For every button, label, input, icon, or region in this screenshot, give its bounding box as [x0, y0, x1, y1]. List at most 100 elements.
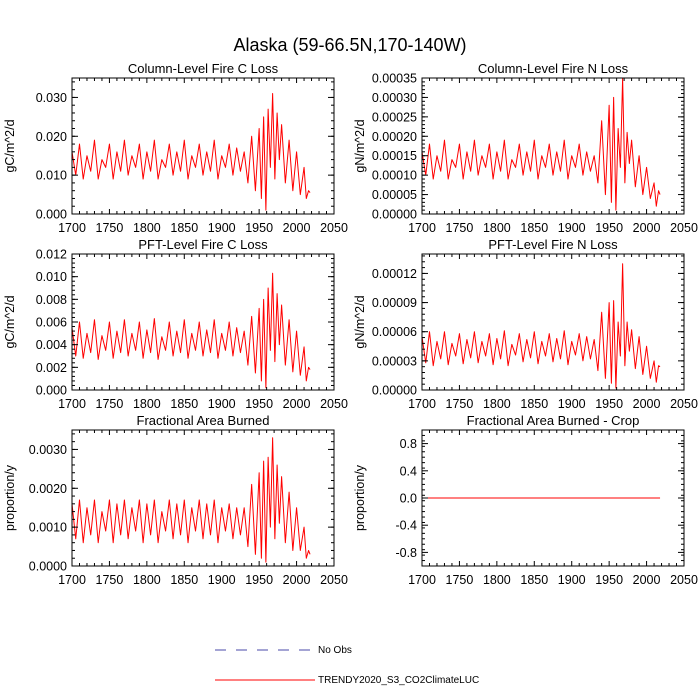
plot-frame [71, 429, 335, 567]
series-line [71, 272, 311, 389]
y-tick-label: 0.00010 [372, 169, 417, 183]
y-tick-label: 0.00009 [372, 296, 417, 310]
x-tick-label: 1700 [58, 221, 86, 235]
plot-frame [421, 77, 685, 215]
y-tick-label: 0.8 [400, 437, 417, 451]
y-tick-label: 0.00020 [372, 130, 417, 144]
x-tick-label: 1700 [58, 573, 86, 587]
y-tick-label: 0.00000 [372, 208, 417, 222]
y-tick-label: 0.0000 [29, 560, 67, 574]
y-tick-label: 0.020 [36, 130, 67, 144]
x-tick-label: 1900 [208, 221, 236, 235]
x-tick-label: 2000 [633, 573, 661, 587]
x-tick-label: 1750 [96, 221, 124, 235]
x-tick-label: 1800 [133, 221, 161, 235]
panel-6: Fractional Area Burned - Crop proportion/… [353, 413, 698, 587]
x-tick-label: 2000 [283, 573, 311, 587]
y-tick-label: 0.012 [36, 248, 67, 262]
y-tick-label: 0.00035 [372, 72, 417, 86]
x-tick-label: 2050 [670, 221, 698, 235]
y-tick-label: 0.00003 [372, 354, 417, 368]
x-tick-label: 1950 [245, 221, 273, 235]
x-tick-label: 1900 [208, 573, 236, 587]
x-tick-label: 1750 [446, 221, 474, 235]
x-tick-label: 1700 [408, 573, 436, 587]
legend-label-model: TRENDY2020_S3_CO2ClimateLUC [318, 675, 479, 686]
x-tick-label: 1800 [483, 221, 511, 235]
y-axis-label: gN/m^2/d [353, 119, 367, 172]
x-tick-label: 1950 [595, 221, 623, 235]
x-tick-label: 1850 [170, 221, 198, 235]
x-tick-label: 2000 [283, 221, 311, 235]
x-tick-label: 1750 [446, 573, 474, 587]
x-tick-label: 2000 [633, 397, 661, 411]
x-tick-label: 2050 [320, 573, 348, 587]
x-tick-label: 1850 [520, 573, 548, 587]
legend-item-model: TRENDY2020_S3_CO2ClimateLUC [215, 675, 479, 686]
series-line [421, 77, 661, 211]
y-tick-label: 0.00025 [372, 110, 417, 124]
x-tick-label: 1800 [483, 397, 511, 411]
legend-item-obs: No Obs [215, 645, 352, 656]
plot-frame [421, 253, 685, 391]
x-tick-label: 1800 [133, 397, 161, 411]
plot-frame [71, 253, 335, 391]
x-tick-label: 1950 [595, 573, 623, 587]
y-tick-label: 0.00005 [372, 188, 417, 202]
legend: No Obs TRENDY2020_S3_CO2ClimateLUC [215, 645, 479, 686]
y-tick-label: -0.4 [395, 519, 417, 533]
panel-title: Column-Level Fire C Loss [128, 61, 279, 76]
panel-title: Fractional Area Burned - Crop [467, 413, 640, 428]
x-tick-label: 1850 [170, 573, 198, 587]
x-tick-label: 2000 [283, 397, 311, 411]
y-tick-label: 0.002 [36, 361, 67, 375]
panel-title: Fractional Area Burned [137, 413, 270, 428]
panels: Column-Level Fire C Loss gC/m^2/d 1700 1750… [3, 61, 698, 587]
legend-label-obs: No Obs [318, 645, 352, 656]
x-tick-label: 1700 [408, 221, 436, 235]
y-tick-label: 0.010 [36, 169, 67, 183]
y-tick-label: 0.000 [36, 384, 67, 398]
panel-title: PFT-Level Fire N Loss [488, 237, 618, 252]
x-tick-label: 1900 [558, 221, 586, 235]
y-tick-label: 0.008 [36, 293, 67, 307]
y-tick-label: 0.004 [36, 338, 67, 352]
panel-1: Column-Level Fire C Loss gC/m^2/d 1700 1750… [3, 61, 348, 235]
x-tick-label: 1850 [520, 397, 548, 411]
y-tick-label: 0.000 [36, 208, 67, 222]
x-tick-label: 1950 [245, 397, 273, 411]
y-tick-label: 0.00006 [372, 325, 417, 339]
series-line [71, 93, 311, 211]
panel-title: Column-Level Fire N Loss [478, 61, 629, 76]
x-tick-label: 1900 [558, 397, 586, 411]
panel-2: Column-Level Fire N Loss gN/m^2/d 1700 1750… [353, 61, 698, 235]
y-tick-label: 0.00015 [372, 149, 417, 163]
x-tick-label: 1700 [58, 397, 86, 411]
y-axis-label: gC/m^2/d [3, 295, 17, 348]
y-tick-label: 0.0030 [29, 443, 67, 457]
x-tick-label: 1950 [595, 397, 623, 411]
plot-frame [71, 77, 335, 215]
y-tick-label: 0.0010 [29, 521, 67, 535]
x-tick-label: 2050 [320, 397, 348, 411]
x-tick-label: 2050 [670, 573, 698, 587]
x-tick-label: 1750 [96, 573, 124, 587]
x-tick-label: 2000 [633, 221, 661, 235]
panel-3: PFT-Level Fire C Loss gC/m^2/d 1700 1750 180… [3, 237, 348, 411]
y-tick-label: -0.8 [395, 546, 417, 560]
y-tick-label: 0.0020 [29, 482, 67, 496]
y-tick-label: 0.00030 [372, 91, 417, 105]
y-tick-label: 0.00012 [372, 267, 417, 281]
series-line [71, 437, 311, 563]
x-tick-label: 1850 [170, 397, 198, 411]
y-tick-label: 0.010 [36, 270, 67, 284]
x-tick-label: 1850 [520, 221, 548, 235]
panel-title: PFT-Level Fire C Loss [138, 237, 268, 252]
x-tick-label: 1900 [558, 573, 586, 587]
y-axis-label: proportion/y [3, 464, 17, 531]
y-tick-label: 0.006 [36, 316, 67, 330]
y-tick-label: 0.030 [36, 91, 67, 105]
figure-title: Alaska (59-66.5N,170-140W) [233, 35, 466, 55]
x-tick-label: 1800 [133, 573, 161, 587]
